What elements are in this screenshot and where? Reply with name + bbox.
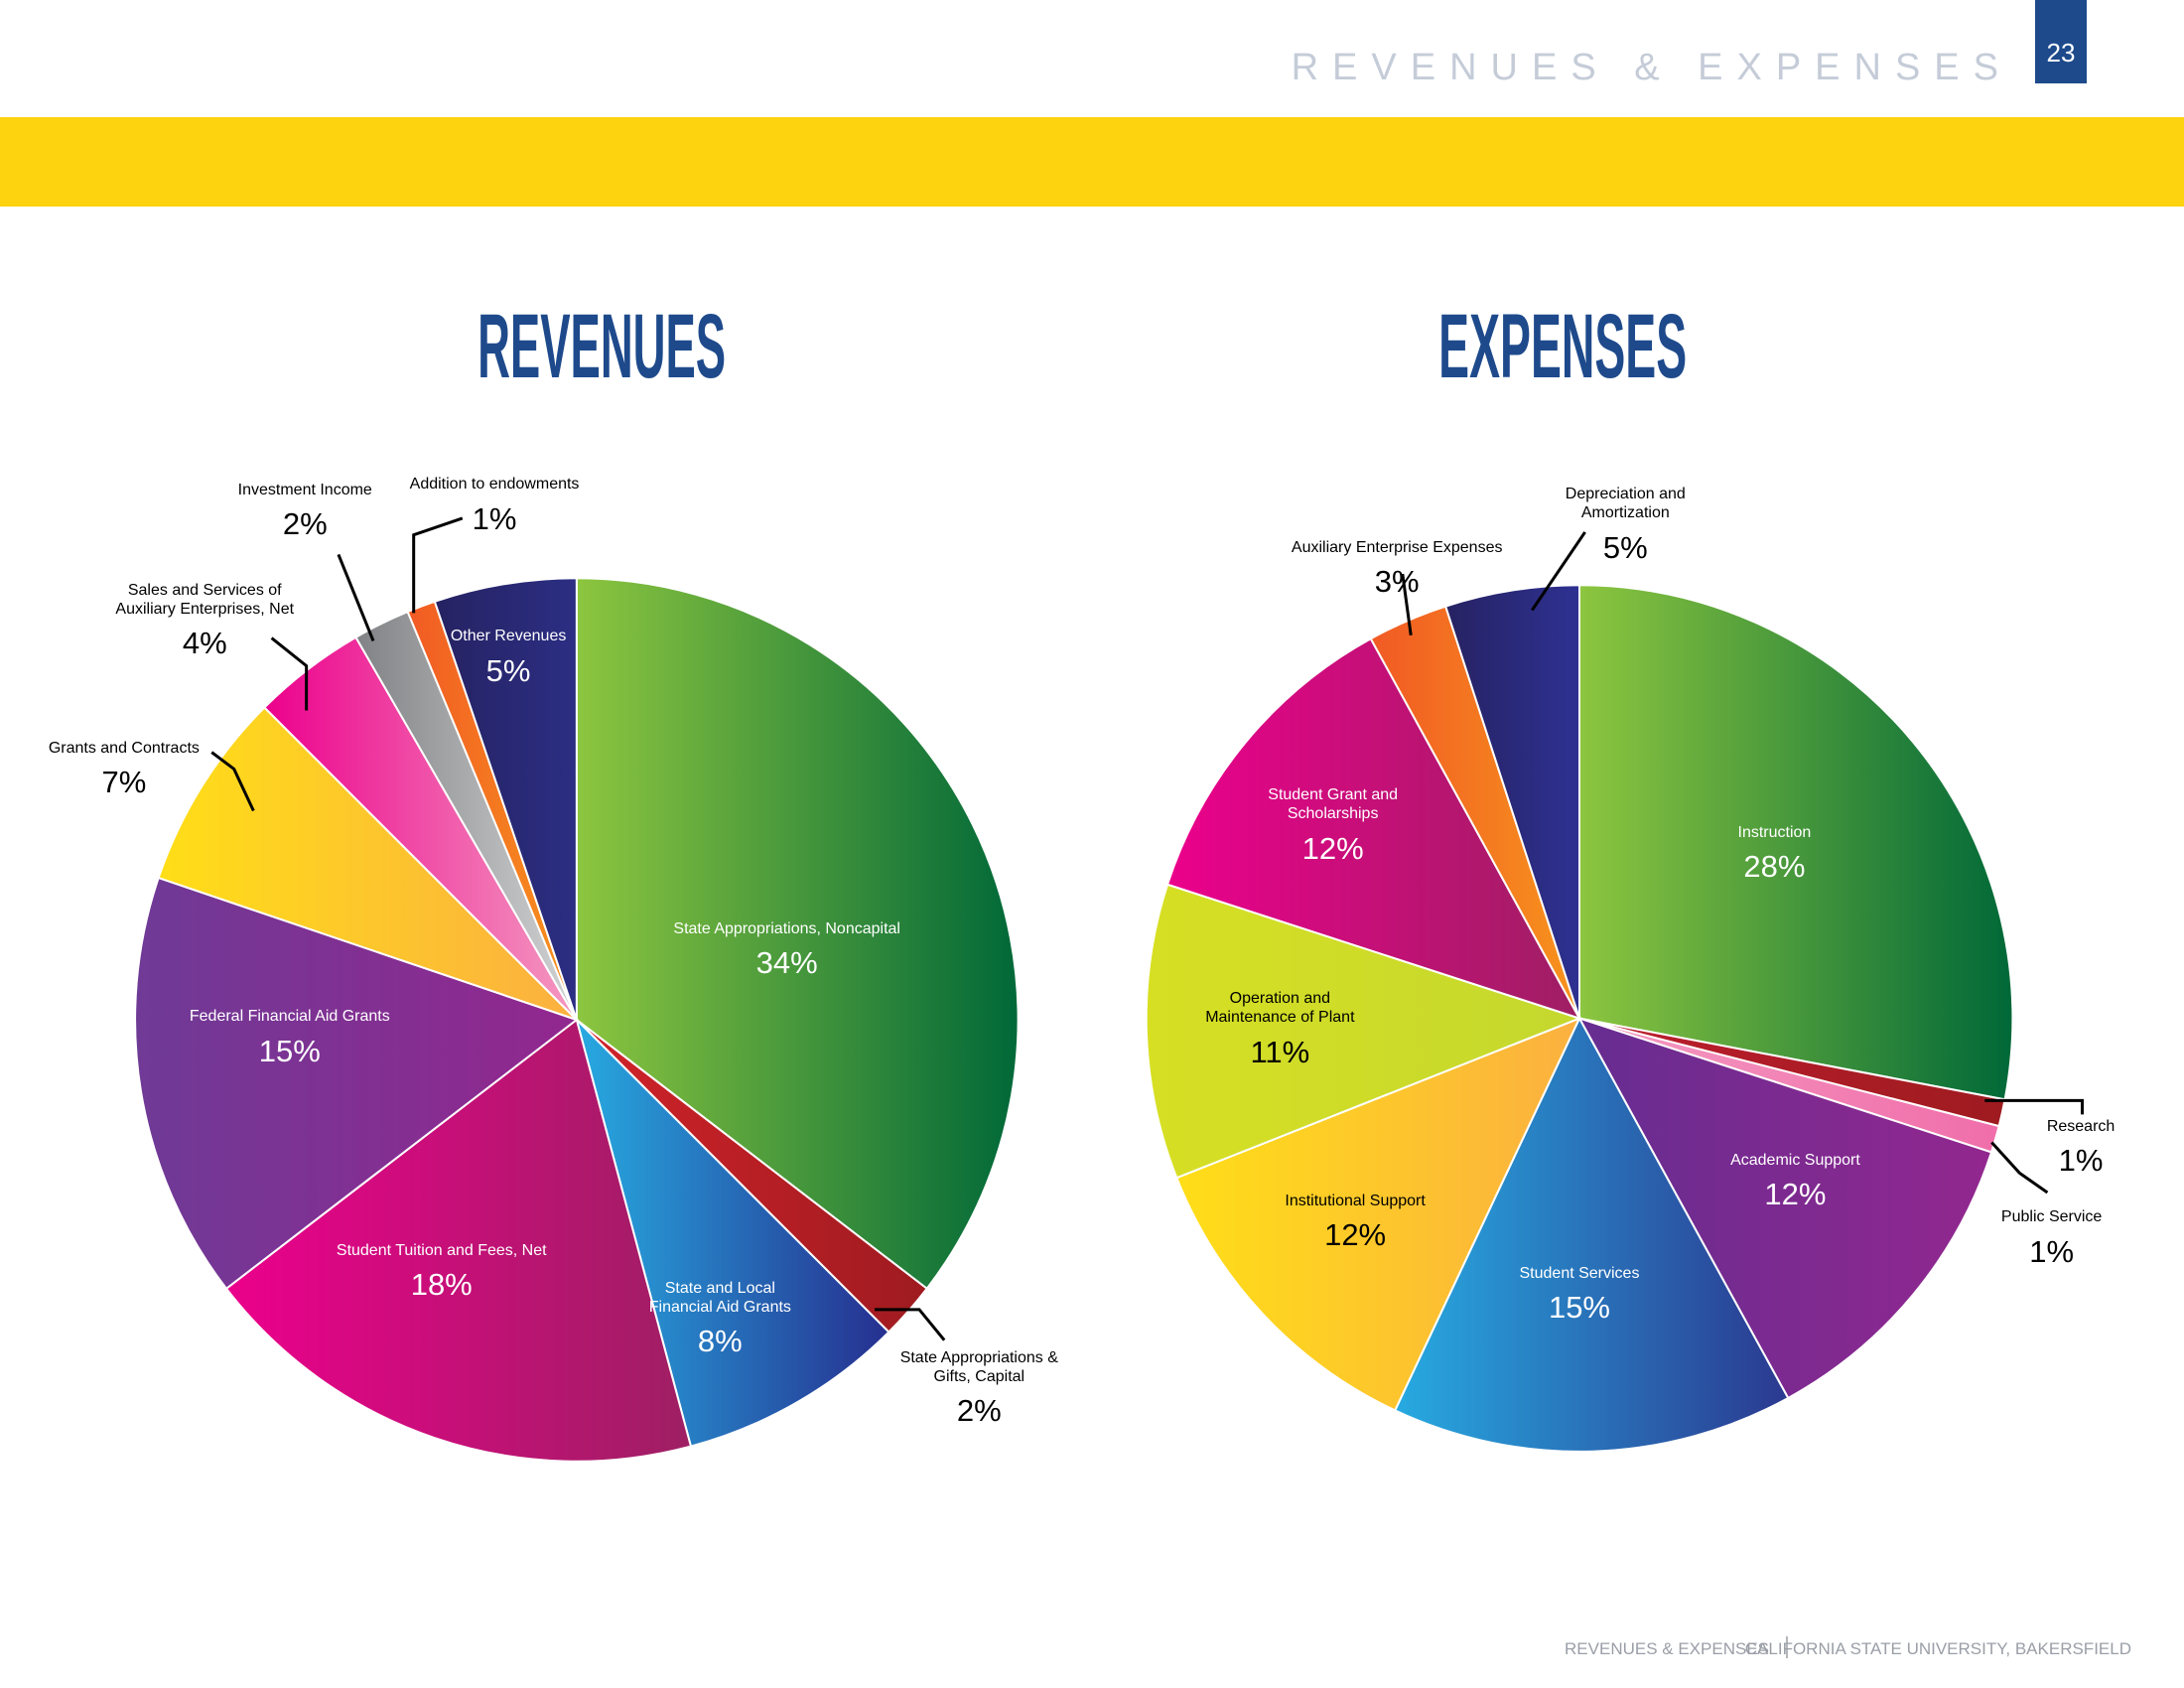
slice-name: Institutional Support (1285, 1192, 1426, 1209)
slice-value: 12% (1301, 830, 1364, 866)
slice-label: Academic Support 12% (1656, 1151, 1935, 1212)
pie-slice (1443, 584, 1580, 1019)
slice-label: Other Revenues 5% (425, 627, 592, 688)
slice-value: 1% (2029, 1233, 2075, 1269)
slice-label: Investment Income 2% (207, 481, 402, 542)
slice-value: 5% (1602, 529, 1648, 565)
leader-line (1401, 573, 1413, 635)
slice-name: Student Tuition and Fees, Net (336, 1242, 547, 1260)
slice-label: State Appropriations & Gifts, Capital 2% (888, 1348, 1069, 1430)
leader-line (1990, 1141, 2049, 1195)
slice-label: State and Local Financial Aid Grants 8% (643, 1279, 796, 1360)
slice-name: Research (2046, 1118, 2116, 1136)
pie-slice (1578, 584, 2014, 1101)
slice-value: 15% (258, 1033, 321, 1068)
header-title: REVENUES & EXPENSES (1292, 47, 2012, 88)
leader-line (210, 751, 255, 812)
slice-label: Institutional Support 12% (1216, 1192, 1495, 1253)
slice-value: 12% (1324, 1216, 1387, 1252)
slice-label: Student Tuition and Fees, Net 18% (302, 1241, 581, 1303)
pie-slice (1393, 1016, 1790, 1453)
slice-label: Instruction 28% (1635, 823, 1914, 885)
slice-name: Grants and Contracts (48, 739, 200, 757)
footer-org: CALIFORNIA STATE UNIVERSITY, BAKERSFIELD (1745, 1639, 2131, 1658)
slice-label: Federal Financial Aid Grants 15% (151, 1007, 430, 1068)
slice-name: Auxiliary Enterprise Expenses (1291, 538, 1503, 556)
slice-value: 8% (697, 1324, 743, 1359)
page-number: 23 (2047, 38, 2076, 68)
slice-value: 15% (1548, 1289, 1610, 1325)
slice-label: State Appropriations, Noncapital 34% (647, 919, 926, 981)
slice-name: State and Local Financial Aid Grants (648, 1279, 791, 1317)
slice-value: 34% (755, 945, 818, 981)
slice-name: Other Revenues (450, 628, 567, 645)
slice-label: Depreciation and Amortization 5% (1535, 485, 1715, 566)
pie-slice (134, 876, 579, 1291)
yellow-band (0, 117, 2184, 207)
slice-name: State Appropriations, Noncapital (673, 919, 900, 937)
pie-slice (433, 577, 578, 1021)
slice-label: Research 1% (1997, 1117, 2164, 1179)
slice-name: Investment Income (237, 482, 372, 499)
slice-value: 2% (282, 506, 328, 542)
chart-title: REVENUES (478, 296, 726, 397)
pie-slice (1175, 1016, 1581, 1412)
slice-label: Operation and Maintenance of Plant 11% (1203, 989, 1356, 1070)
slice-label: Sales and Services of Auxiliary Enterpri… (100, 581, 309, 662)
slice-value: 5% (485, 652, 531, 688)
slice-value: 7% (101, 764, 147, 799)
pie-slice (574, 1016, 890, 1448)
slice-name: Sales and Services of Auxiliary Enterpri… (115, 582, 295, 619)
slice-name: Operation and Maintenance of Plant (1205, 990, 1355, 1027)
leader-line (337, 553, 375, 641)
leader-line (1984, 1098, 2084, 1115)
slice-value: 3% (1374, 563, 1420, 599)
slice-label: Student Grant and Scholarships 12% (1242, 785, 1423, 867)
pie-slice (575, 577, 1020, 1291)
slice-label: Grants and Contracts 7% (13, 739, 235, 800)
slice-label: Public Service 1% (1954, 1207, 2148, 1269)
pie-slice (1165, 636, 1582, 1021)
slice-name: Student Grant and Scholarships (1268, 786, 1399, 823)
slice-label: Student Services 15% (1440, 1264, 1719, 1326)
pie-slice (1576, 1016, 1993, 1400)
leader-line (875, 1308, 946, 1341)
slice-name: Addition to endowments (409, 476, 580, 493)
slice-name: Public Service (2000, 1208, 2103, 1226)
slice-label: Auxiliary Enterprise Expenses 3% (1244, 538, 1551, 600)
leader-line (270, 636, 309, 711)
slice-name: Depreciation and Amortization (1565, 486, 1686, 522)
slice-name: Federal Financial Aid Grants (189, 1008, 390, 1026)
pie-slice (157, 706, 578, 1021)
slice-value: 1% (472, 500, 517, 536)
footer-section: REVENUES & EXPENSES (1565, 1639, 1769, 1658)
slice-value: 1% (2058, 1143, 2104, 1179)
slice-value: 11% (1250, 1034, 1310, 1069)
slice-name: Academic Support (1730, 1151, 1860, 1169)
pie-slice (1145, 883, 1582, 1180)
slice-value: 4% (182, 626, 227, 661)
slice-label: Addition to endowments 1% (383, 475, 606, 536)
chart-title: EXPENSES (1438, 296, 1687, 397)
slice-name: Student Services (1519, 1264, 1640, 1282)
leader-line (412, 516, 464, 614)
page-box (2035, 0, 2087, 83)
slice-value: 28% (1743, 849, 1806, 885)
slice-value: 18% (410, 1267, 473, 1303)
slice-value: 12% (1764, 1177, 1827, 1212)
pie-slice (224, 1018, 693, 1463)
slice-name: Instruction (1737, 824, 1812, 842)
slice-name: State Appropriations & Gifts, Capital (899, 1349, 1058, 1386)
leader-line (1531, 531, 1586, 612)
slice-value: 2% (956, 1393, 1002, 1429)
